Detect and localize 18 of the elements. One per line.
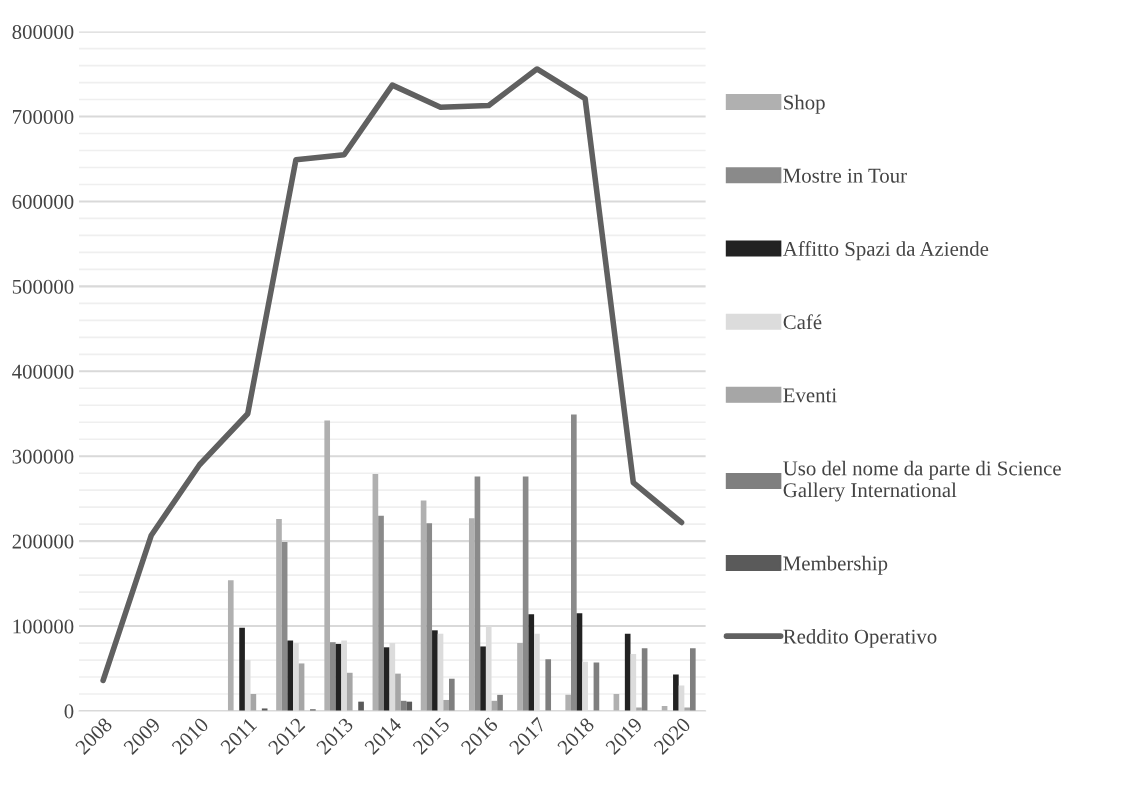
legend-label: Uso del nome da parte di Science Gallery International: [783, 460, 1061, 502]
legend-label: Mostre in Tour: [783, 168, 907, 183]
y-tick-label: 300000: [12, 449, 74, 464]
y-tick-label: 700000: [13, 109, 74, 124]
y-tick-label: 500000: [12, 279, 74, 294]
legend-label: Shop: [784, 94, 825, 114]
x-tick-label: 2011: [219, 717, 258, 755]
y-tick-label: 100000: [13, 619, 74, 634]
legend-label: Reddito Operativo: [783, 628, 937, 648]
y-tick-label: 400000: [12, 364, 74, 379]
y-tick-label: 0: [64, 704, 74, 719]
legend-label: Membership: [783, 555, 888, 575]
legend-label: Eventi: [783, 388, 837, 403]
legend-label: Café: [783, 314, 822, 330]
y-tick-label: 600000: [12, 194, 74, 209]
legend-label: Affitto Spazi da Aziende: [782, 241, 989, 261]
y-tick-label: 800000: [12, 24, 74, 40]
y-tick-label: 200000: [12, 534, 74, 549]
